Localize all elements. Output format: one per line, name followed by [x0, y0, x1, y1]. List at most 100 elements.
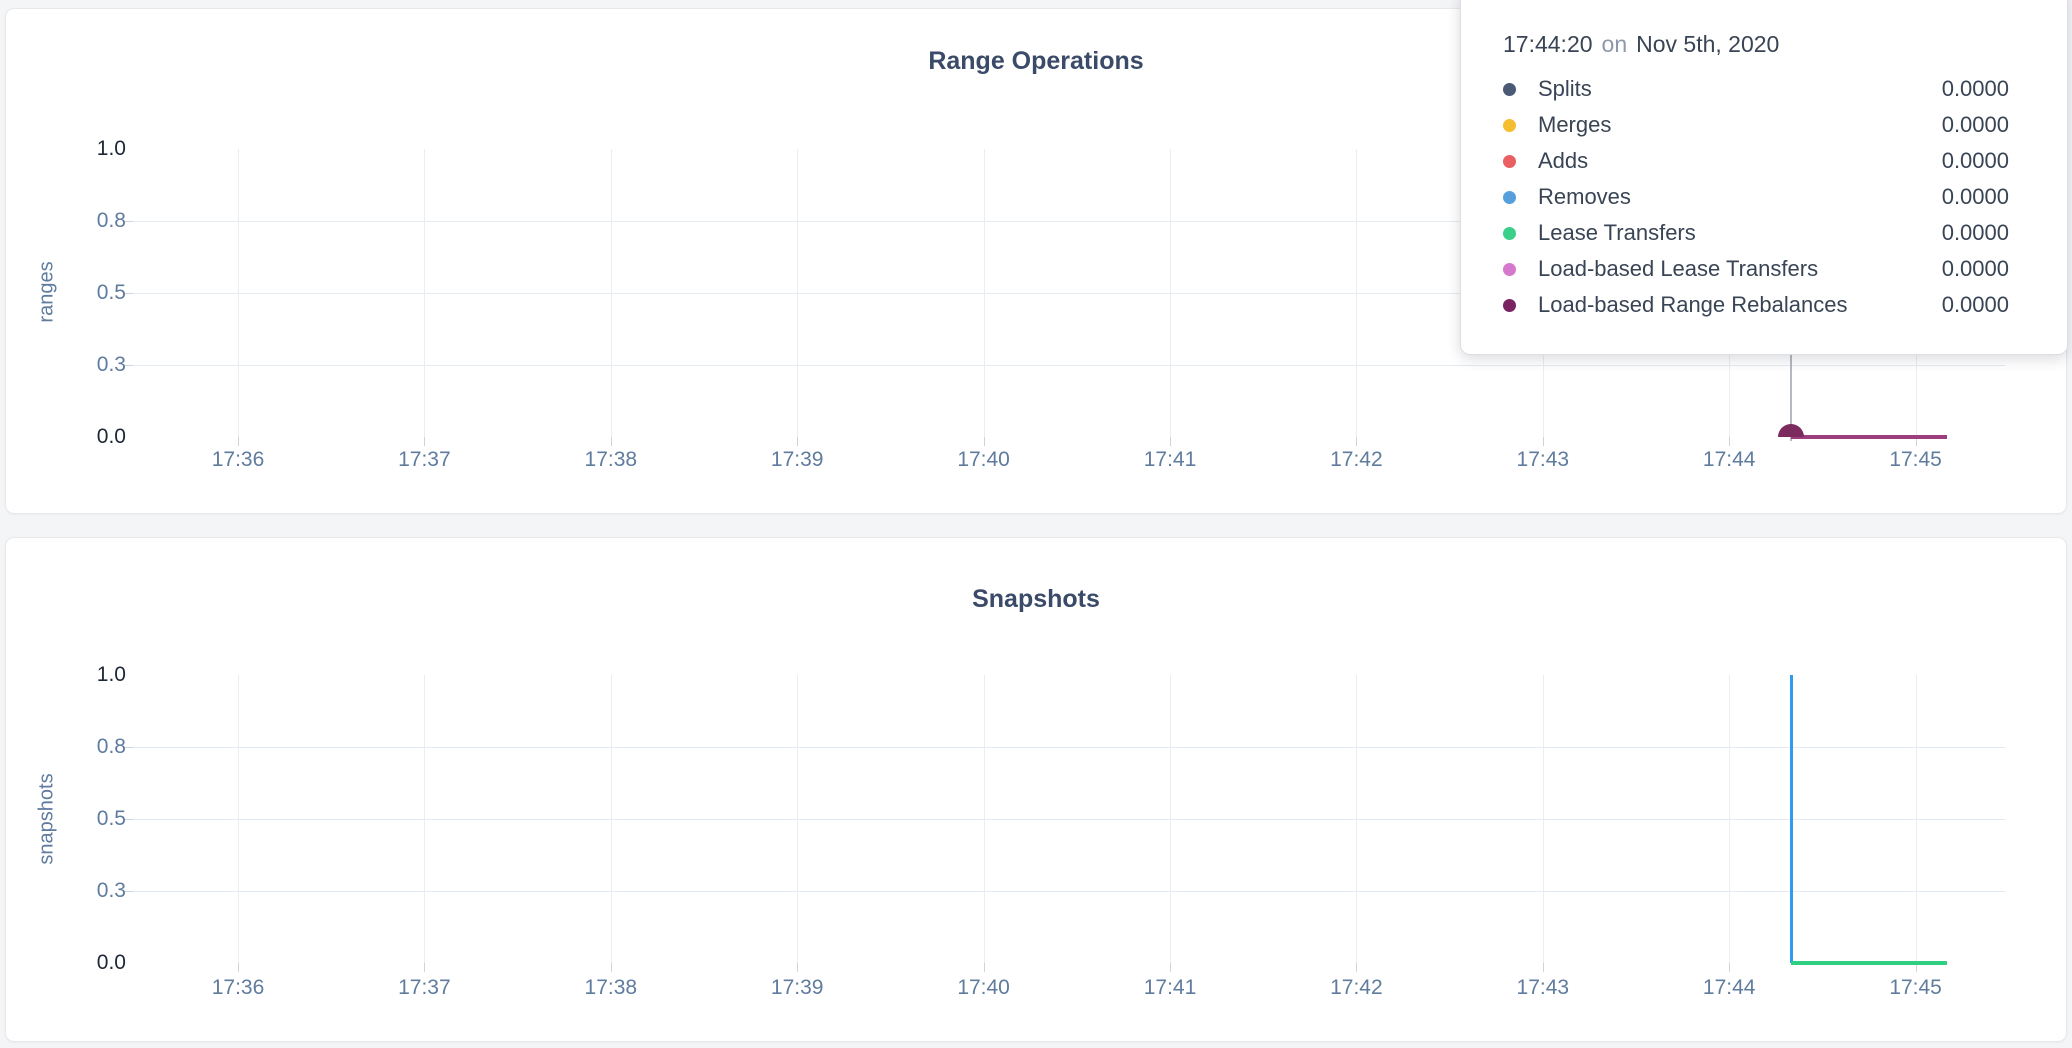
x-tick-mark	[1915, 437, 1917, 446]
y-tick-label: 1.0	[96, 663, 126, 686]
legend-label: Adds	[1538, 148, 1589, 173]
x-tick-mark	[238, 963, 239, 972]
y-grid-line	[133, 292, 2005, 294]
legend-value: 0.0000	[1941, 292, 2009, 317]
x-tick-mark	[424, 437, 426, 446]
y-tick-label: 0.5	[96, 280, 126, 304]
chart-hover-tooltip: 17:44:20 on Nov 5th, 2020 Splits 0.0000 Me…	[1460, 0, 2068, 355]
snapshots-panel	[5, 537, 2067, 1042]
y-tick-label: 1.0	[96, 136, 126, 160]
x-tick-label: 17:41	[1143, 448, 1197, 471]
range-operations-title: Range Operations	[928, 47, 1144, 75]
legend-value: 0.0000	[1941, 256, 2009, 281]
x-tick-mark	[1542, 963, 1544, 972]
y-tick-label: 0.3	[96, 352, 126, 376]
x-tick-label: 17:40	[957, 448, 1010, 471]
legend-color-dot	[1503, 118, 1516, 132]
x-tick-label: 17:44	[1702, 448, 1756, 471]
x-tick-mark	[610, 963, 612, 972]
y-grid-line	[133, 364, 2005, 366]
y-tick-mark	[125, 891, 133, 892]
x-tick-label: 17:45	[1889, 976, 1942, 999]
legend-row: Lease Transfers 0.0000	[1461, 215, 2067, 251]
x-grid-line	[797, 148, 799, 437]
series-segment	[1791, 961, 1947, 965]
x-tick-mark	[1542, 437, 1544, 446]
x-tick-label: 17:37	[398, 448, 451, 471]
snapshots-title: Snapshots	[972, 585, 1100, 613]
x-tick-label: 17:40	[957, 976, 1010, 999]
y-grid-line	[133, 747, 2005, 748]
legend-value: 0.0000	[1941, 184, 2009, 209]
x-grid-line	[1170, 675, 1171, 963]
legend-row: Load-based Range Rebalances 0.0000	[1461, 287, 2067, 323]
x-tick-label: 17:36	[211, 448, 265, 471]
x-tick-label: 17:37	[398, 976, 451, 999]
y-grid-line	[133, 891, 2005, 892]
x-tick-label: 17:39	[770, 976, 824, 999]
x-tick-mark	[238, 437, 239, 446]
legend-label: Merges	[1538, 112, 1612, 137]
legend-label: Lease Transfers	[1538, 220, 1696, 245]
legend-value: 0.0000	[1941, 220, 2009, 245]
x-tick-mark	[1729, 437, 1731, 446]
tooltip-time: 17:44:20	[1503, 31, 1593, 57]
x-tick-mark	[1170, 963, 1171, 972]
x-tick-mark	[424, 963, 426, 972]
y-tick-label: 0.8	[96, 208, 126, 232]
x-tick-label: 17:38	[584, 448, 638, 471]
y-tick-label: 0.0	[96, 951, 126, 974]
x-grid-line	[1356, 148, 1358, 437]
legend-color-dot	[1503, 298, 1516, 312]
x-tick-label: 17:38	[584, 976, 638, 999]
x-grid-line	[1542, 675, 1544, 963]
legend-row: Splits 0.0000	[1461, 71, 2067, 107]
x-grid-line	[1729, 675, 1731, 963]
x-tick-label: 17:43	[1516, 976, 1570, 999]
x-tick-label: 17:41	[1143, 976, 1197, 999]
x-tick-mark	[1170, 437, 1171, 446]
y-tick-label: 0.5	[96, 807, 126, 830]
x-grid-line	[424, 148, 426, 437]
y-tick-mark	[125, 819, 133, 820]
x-grid-line	[1170, 148, 1171, 437]
y-tick-label: 0.8	[96, 735, 126, 758]
legend-value: 0.0000	[1941, 112, 2009, 137]
x-tick-mark	[797, 437, 799, 446]
series-segment	[1791, 435, 1947, 439]
x-tick-label: 17:42	[1330, 448, 1383, 471]
y-tick-label: 0.0	[96, 425, 126, 448]
x-tick-label: 17:43	[1516, 448, 1570, 471]
x-tick-mark	[1915, 963, 1917, 972]
legend-row: Adds 0.0000	[1461, 143, 2067, 179]
legend-label: Splits	[1538, 76, 1592, 101]
legend-label: Load-based Lease Transfers	[1538, 256, 1819, 281]
legend-color-dot	[1503, 262, 1516, 276]
y-grid-line	[133, 220, 2005, 222]
legend-color-dot	[1503, 190, 1516, 204]
tooltip-connector: on	[1601, 31, 1628, 57]
x-grid-line	[238, 148, 239, 437]
x-tick-mark	[1356, 963, 1358, 972]
x-grid-line	[983, 675, 985, 963]
tooltip-date: Nov 5th, 2020	[1636, 31, 1780, 57]
legend-value: 0.0000	[1941, 76, 2009, 101]
x-grid-line	[797, 675, 799, 963]
x-grid-line	[610, 675, 612, 963]
x-tick-mark	[983, 437, 985, 446]
y-grid-line	[133, 819, 2005, 820]
legend-color-dot	[1503, 226, 1516, 240]
x-grid-line	[238, 675, 239, 963]
x-tick-mark	[1729, 963, 1731, 972]
x-tick-label: 17:45	[1889, 448, 1942, 471]
x-grid-line	[1356, 675, 1358, 963]
x-tick-label: 17:39	[770, 448, 824, 471]
legend-label: Removes	[1538, 184, 1631, 209]
x-grid-line	[983, 148, 985, 437]
x-grid-line	[610, 148, 612, 437]
legend-row: Load-based Lease Transfers 0.0000	[1461, 251, 2067, 287]
legend-color-dot	[1503, 82, 1516, 96]
y-tick-mark	[125, 364, 133, 366]
x-grid-line	[424, 675, 426, 963]
chart-plot-area[interactable]	[133, 665, 2005, 963]
